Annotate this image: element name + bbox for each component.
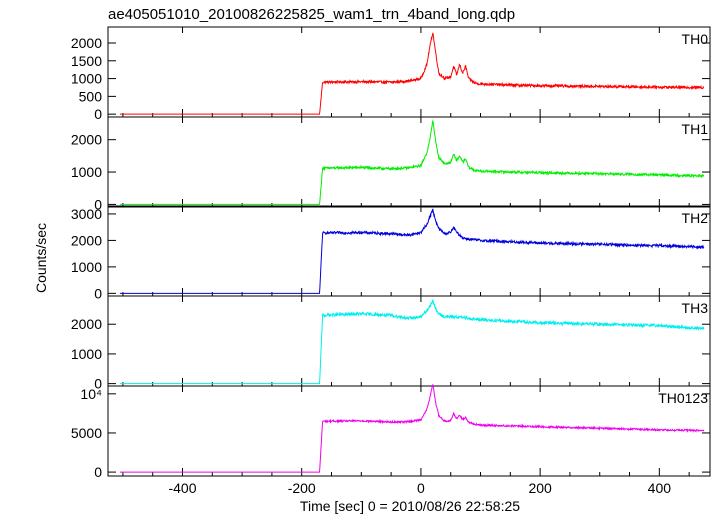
panel-label-TH1: TH1: [682, 121, 709, 137]
y-tick-label-TH3: 2000: [71, 316, 102, 332]
series-line-TH0: [119, 32, 705, 115]
y-tick-label-TH0123: 10⁴: [80, 386, 102, 402]
chart-title: ae405051010_20100826225825_wam1_trn_4ban…: [108, 6, 515, 23]
x-tick-label: 0: [417, 480, 425, 496]
y-tick-label-TH0: 2000: [71, 35, 102, 51]
panel-frame-TH1: [107, 116, 711, 208]
y-tick-label-TH0: 500: [79, 88, 103, 104]
y-axis-label: Counts/sec: [33, 223, 49, 293]
x-tick-label: -400: [168, 480, 196, 496]
x-axis-label: Time [sec] 0 = 2010/08/26 22:58:25: [300, 498, 520, 514]
panel-label-TH0: TH0: [682, 31, 709, 47]
y-tick-label-TH3: 1000: [71, 346, 102, 362]
y-tick-label-TH0: 1000: [71, 71, 102, 87]
y-tick-label-TH3: 0: [94, 376, 102, 392]
y-tick-label-TH1: 1000: [71, 164, 102, 180]
y-tick-label-TH2: 3000: [71, 206, 102, 222]
y-tick-label-TH2: 1000: [71, 259, 102, 275]
panel-label-TH0123: TH0123: [658, 390, 708, 406]
y-tick-label-TH0123: 5000: [71, 425, 102, 441]
x-tick-label: 200: [528, 480, 552, 496]
series-line-TH2: [119, 208, 705, 294]
y-tick-label-TH0: 0: [94, 106, 102, 122]
y-tick-label-TH0123: 0: [94, 464, 102, 480]
series-line-TH0123: [119, 384, 705, 473]
x-tick-label: 400: [648, 480, 672, 496]
panel-frame-TH2: [107, 205, 711, 297]
panel-label-TH2: TH2: [682, 210, 709, 226]
x-tick-label: -200: [288, 480, 316, 496]
y-tick-label-TH1: 2000: [71, 132, 102, 148]
panel-label-TH3: TH3: [682, 300, 709, 316]
y-tick-label-TH2: 0: [94, 285, 102, 301]
series-line-TH3: [119, 299, 705, 385]
y-tick-label-TH0: 1500: [71, 53, 102, 69]
panel-frame-TH0123: [107, 385, 711, 477]
panel-frame-TH3: [107, 295, 711, 387]
series-line-TH1: [119, 119, 705, 205]
y-tick-label-TH2: 2000: [71, 232, 102, 248]
y-tick-label-TH1: 0: [94, 196, 102, 212]
panel-frame-TH0: [107, 26, 711, 118]
